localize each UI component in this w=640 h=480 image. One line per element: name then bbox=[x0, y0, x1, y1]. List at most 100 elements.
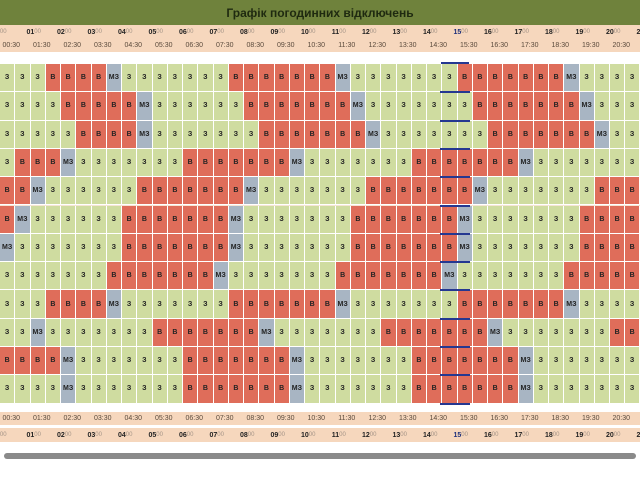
power-on-cell: З bbox=[533, 262, 549, 291]
power-on-cell: З bbox=[350, 64, 366, 93]
power-off-cell: В bbox=[30, 148, 46, 178]
power-on-cell: З bbox=[106, 233, 122, 263]
power-on-cell: З bbox=[442, 64, 458, 93]
hour-label: 16 00 bbox=[476, 25, 507, 39]
maybe-off-cell: МЗ bbox=[61, 148, 77, 178]
power-off-cell: В bbox=[183, 347, 199, 376]
hour-minutes: 00 bbox=[461, 29, 468, 35]
hour-label: 01 00 bbox=[19, 428, 50, 442]
power-off-cell: В bbox=[381, 205, 397, 234]
hour-label: 13 00 bbox=[385, 428, 416, 442]
hour-number: 14 bbox=[423, 28, 431, 36]
power-off-cell: В bbox=[244, 318, 260, 347]
power-off-cell: В bbox=[274, 290, 290, 319]
hour-number: 08 bbox=[240, 28, 248, 36]
hour-label: 08 00 bbox=[232, 25, 263, 39]
power-off-cell: В bbox=[183, 177, 199, 206]
power-on-cell: З bbox=[61, 205, 77, 234]
power-on-cell: З bbox=[76, 205, 92, 234]
power-off-cell: В bbox=[366, 233, 382, 263]
power-off-cell: В bbox=[274, 120, 290, 149]
power-off-cell: В bbox=[152, 233, 168, 263]
power-on-cell: З bbox=[183, 290, 199, 319]
power-on-cell: З bbox=[91, 347, 107, 376]
power-off-cell: В bbox=[228, 177, 244, 206]
power-off-cell: В bbox=[167, 177, 183, 206]
power-off-cell: В bbox=[625, 262, 640, 291]
power-off-cell: В bbox=[472, 318, 488, 347]
power-on-cell: З bbox=[320, 233, 336, 263]
horizontal-scrollbar[interactable] bbox=[0, 452, 640, 461]
half-hour-label: 06:30 bbox=[185, 415, 204, 422]
half-hour-header-top: 00:30 01:30 02:30 03:30 04:30 05:30 06:30 07:30… bbox=[0, 39, 640, 52]
power-off-cell: В bbox=[427, 318, 443, 347]
power-on-cell: З bbox=[472, 262, 488, 291]
half-hour-label: 00:30 bbox=[2, 415, 21, 422]
hour-label: 17 00 bbox=[507, 428, 538, 442]
power-off-cell: В bbox=[503, 375, 519, 404]
power-on-cell: З bbox=[0, 262, 16, 291]
hour-number: 07 bbox=[209, 28, 218, 36]
power-on-cell: З bbox=[579, 318, 595, 347]
hour-header-bottom: 00 01 00 02 00 03 00 04 00 05 00 06 00 07 00 08 00 09 00 10… bbox=[0, 428, 640, 442]
hour-minutes: 00 bbox=[34, 29, 41, 35]
hour-minutes: 00 bbox=[339, 29, 346, 35]
power-off-cell: В bbox=[228, 64, 244, 93]
power-off-cell: В bbox=[213, 148, 229, 178]
power-on-cell: З bbox=[91, 318, 107, 347]
power-on-cell: З bbox=[274, 177, 290, 206]
power-on-cell: З bbox=[533, 347, 549, 376]
power-on-cell: З bbox=[152, 290, 168, 319]
power-on-cell: З bbox=[350, 177, 366, 206]
power-on-cell: З bbox=[76, 375, 92, 404]
power-on-cell: З bbox=[213, 64, 229, 93]
hour-label: 18 00 bbox=[537, 428, 568, 442]
hour-number: 09 bbox=[270, 431, 279, 439]
power-off-cell: В bbox=[274, 375, 290, 404]
hour-label: 02 00 bbox=[49, 25, 80, 39]
scrollbar-thumb[interactable] bbox=[4, 453, 636, 459]
hour-minutes: 00 bbox=[552, 29, 560, 35]
power-on-cell: З bbox=[549, 177, 565, 206]
power-off-cell: В bbox=[305, 290, 321, 319]
power-on-cell: З bbox=[15, 64, 31, 93]
power-on-cell: З bbox=[366, 375, 382, 404]
half-hour-label: 10:30 bbox=[307, 42, 326, 49]
power-on-cell: З bbox=[152, 92, 168, 121]
power-off-cell: В bbox=[228, 318, 244, 347]
power-on-cell: З bbox=[228, 120, 244, 149]
half-hour-label: 12:30 bbox=[368, 415, 387, 422]
power-on-cell: З bbox=[289, 177, 305, 206]
hour-number: 04 bbox=[118, 431, 126, 439]
hour-label: 07 00 bbox=[202, 428, 233, 442]
power-on-cell: З bbox=[45, 375, 61, 404]
power-on-cell: З bbox=[518, 318, 534, 347]
power-off-cell: В bbox=[167, 318, 183, 347]
hour-minutes: 00 bbox=[613, 29, 621, 35]
power-on-cell: З bbox=[594, 290, 610, 319]
power-on-cell: З bbox=[335, 233, 351, 263]
half-hour-label: 09:30 bbox=[276, 415, 295, 422]
power-on-cell: З bbox=[183, 64, 199, 93]
hour-number: 14 bbox=[423, 431, 431, 439]
power-off-cell: В bbox=[274, 347, 290, 376]
power-on-cell: З bbox=[457, 92, 473, 121]
hour-label: 12 00 bbox=[354, 25, 385, 39]
hour-label: 17 00 bbox=[507, 25, 538, 39]
power-on-cell: З bbox=[366, 148, 382, 178]
power-off-cell: В bbox=[76, 92, 92, 121]
power-on-cell: З bbox=[30, 290, 46, 319]
power-off-cell: В bbox=[198, 177, 214, 206]
hour-label: 05 00 bbox=[141, 428, 172, 442]
power-on-cell: З bbox=[30, 233, 46, 263]
power-off-cell: В bbox=[259, 148, 275, 178]
hour-number: 16 bbox=[484, 28, 492, 36]
half-hour-label: 00:30 bbox=[2, 42, 21, 49]
power-on-cell: З bbox=[320, 148, 336, 178]
power-on-cell: З bbox=[45, 233, 61, 263]
power-on-cell: З bbox=[411, 64, 427, 93]
hour-number: 01 bbox=[26, 431, 35, 439]
power-on-cell: З bbox=[594, 64, 610, 93]
power-on-cell: З bbox=[122, 290, 138, 319]
power-on-cell: З bbox=[396, 347, 412, 376]
